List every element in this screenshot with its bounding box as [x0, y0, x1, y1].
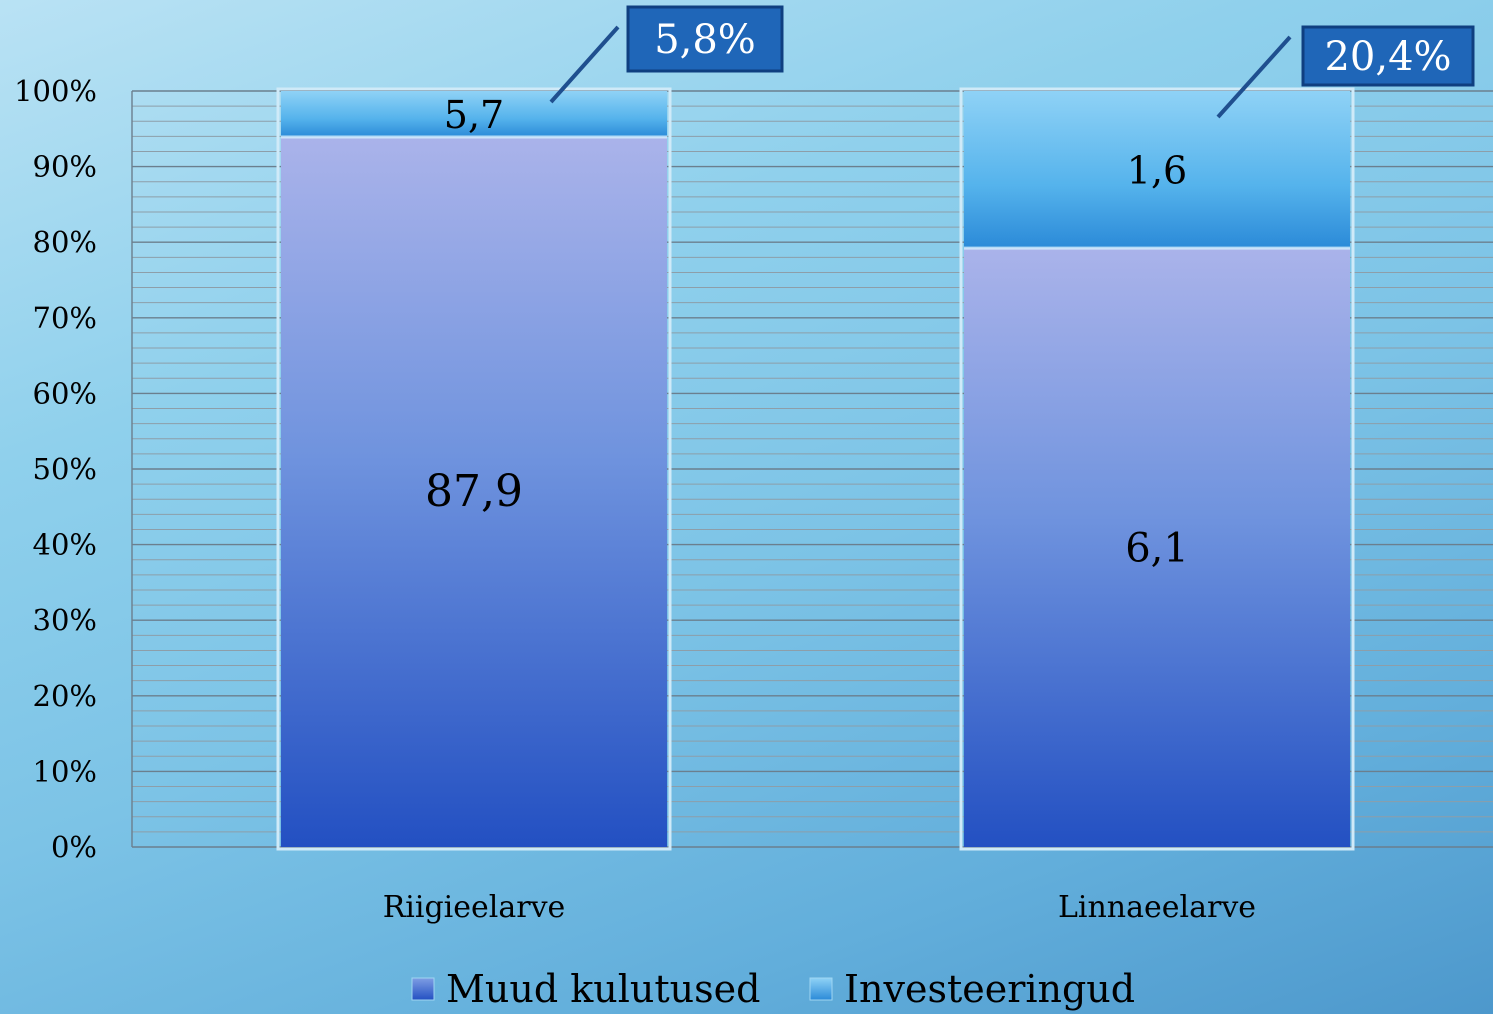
y-tick-label: 70% — [33, 301, 97, 335]
share-callouts: 5,8% 20,4% — [549, 5, 1475, 119]
callout-leader-line — [549, 25, 620, 104]
y-tick-label: 50% — [33, 452, 97, 486]
bar-muud-kulutused — [964, 248, 1350, 847]
data-label-investeeringud: 5,7 — [444, 93, 504, 137]
x-category-label: Linnaeelarve — [1058, 890, 1256, 925]
data-label-muud-kulutused: 87,9 — [425, 466, 523, 517]
legend: Muud kulutused Investeeringud — [411, 967, 1135, 1011]
x-category-label: Riigieelarve — [383, 890, 566, 925]
x-axis-categories: Riigieelarve Linnaeelarve — [383, 890, 1256, 925]
bar-investeeringud — [964, 91, 1350, 249]
y-tick-label: 60% — [33, 376, 97, 410]
legend-swatch — [411, 977, 435, 1001]
y-tick-label: 0% — [51, 830, 97, 864]
bar-investeeringud — [281, 91, 667, 138]
y-tick-label: 10% — [33, 754, 97, 788]
y-tick-label: 90% — [33, 150, 97, 184]
y-axis: 0% 10% 20% 30% 40% 50% 60% 70% 80% 90% 100% — [14, 74, 133, 864]
legend-label: Muud kulutused — [446, 967, 760, 1011]
bar-muud-kulutused — [281, 137, 667, 848]
callout-leader-line — [1216, 35, 1292, 119]
y-tick-label: 40% — [33, 528, 97, 562]
bar-frame — [276, 87, 672, 851]
y-tick-label: 20% — [33, 679, 97, 713]
bars — [276, 87, 1355, 851]
y-tick-label: 30% — [33, 603, 97, 637]
y-tick-label: 100% — [14, 74, 97, 108]
data-label-muud-kulutused: 6,1 — [1125, 526, 1189, 572]
y-tick-label: 80% — [33, 225, 97, 259]
data-label-investeeringud: 1,6 — [1127, 149, 1187, 193]
data-labels: 87,9 5,7 6,1 1,6 — [425, 93, 1189, 572]
callout-share-label: 5,8% — [654, 17, 756, 63]
callout-share-label: 20,4% — [1324, 34, 1451, 80]
callout-box — [1301, 25, 1475, 87]
legend-label: Investeeringud — [844, 967, 1135, 1011]
bar-frame — [959, 87, 1355, 851]
legend-swatch — [809, 977, 833, 1001]
callout-box — [626, 5, 784, 73]
